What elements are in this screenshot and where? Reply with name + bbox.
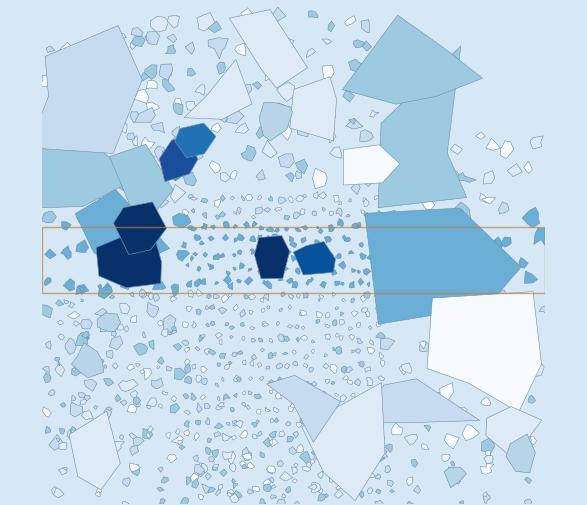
- Bar: [42, 227, 545, 293]
